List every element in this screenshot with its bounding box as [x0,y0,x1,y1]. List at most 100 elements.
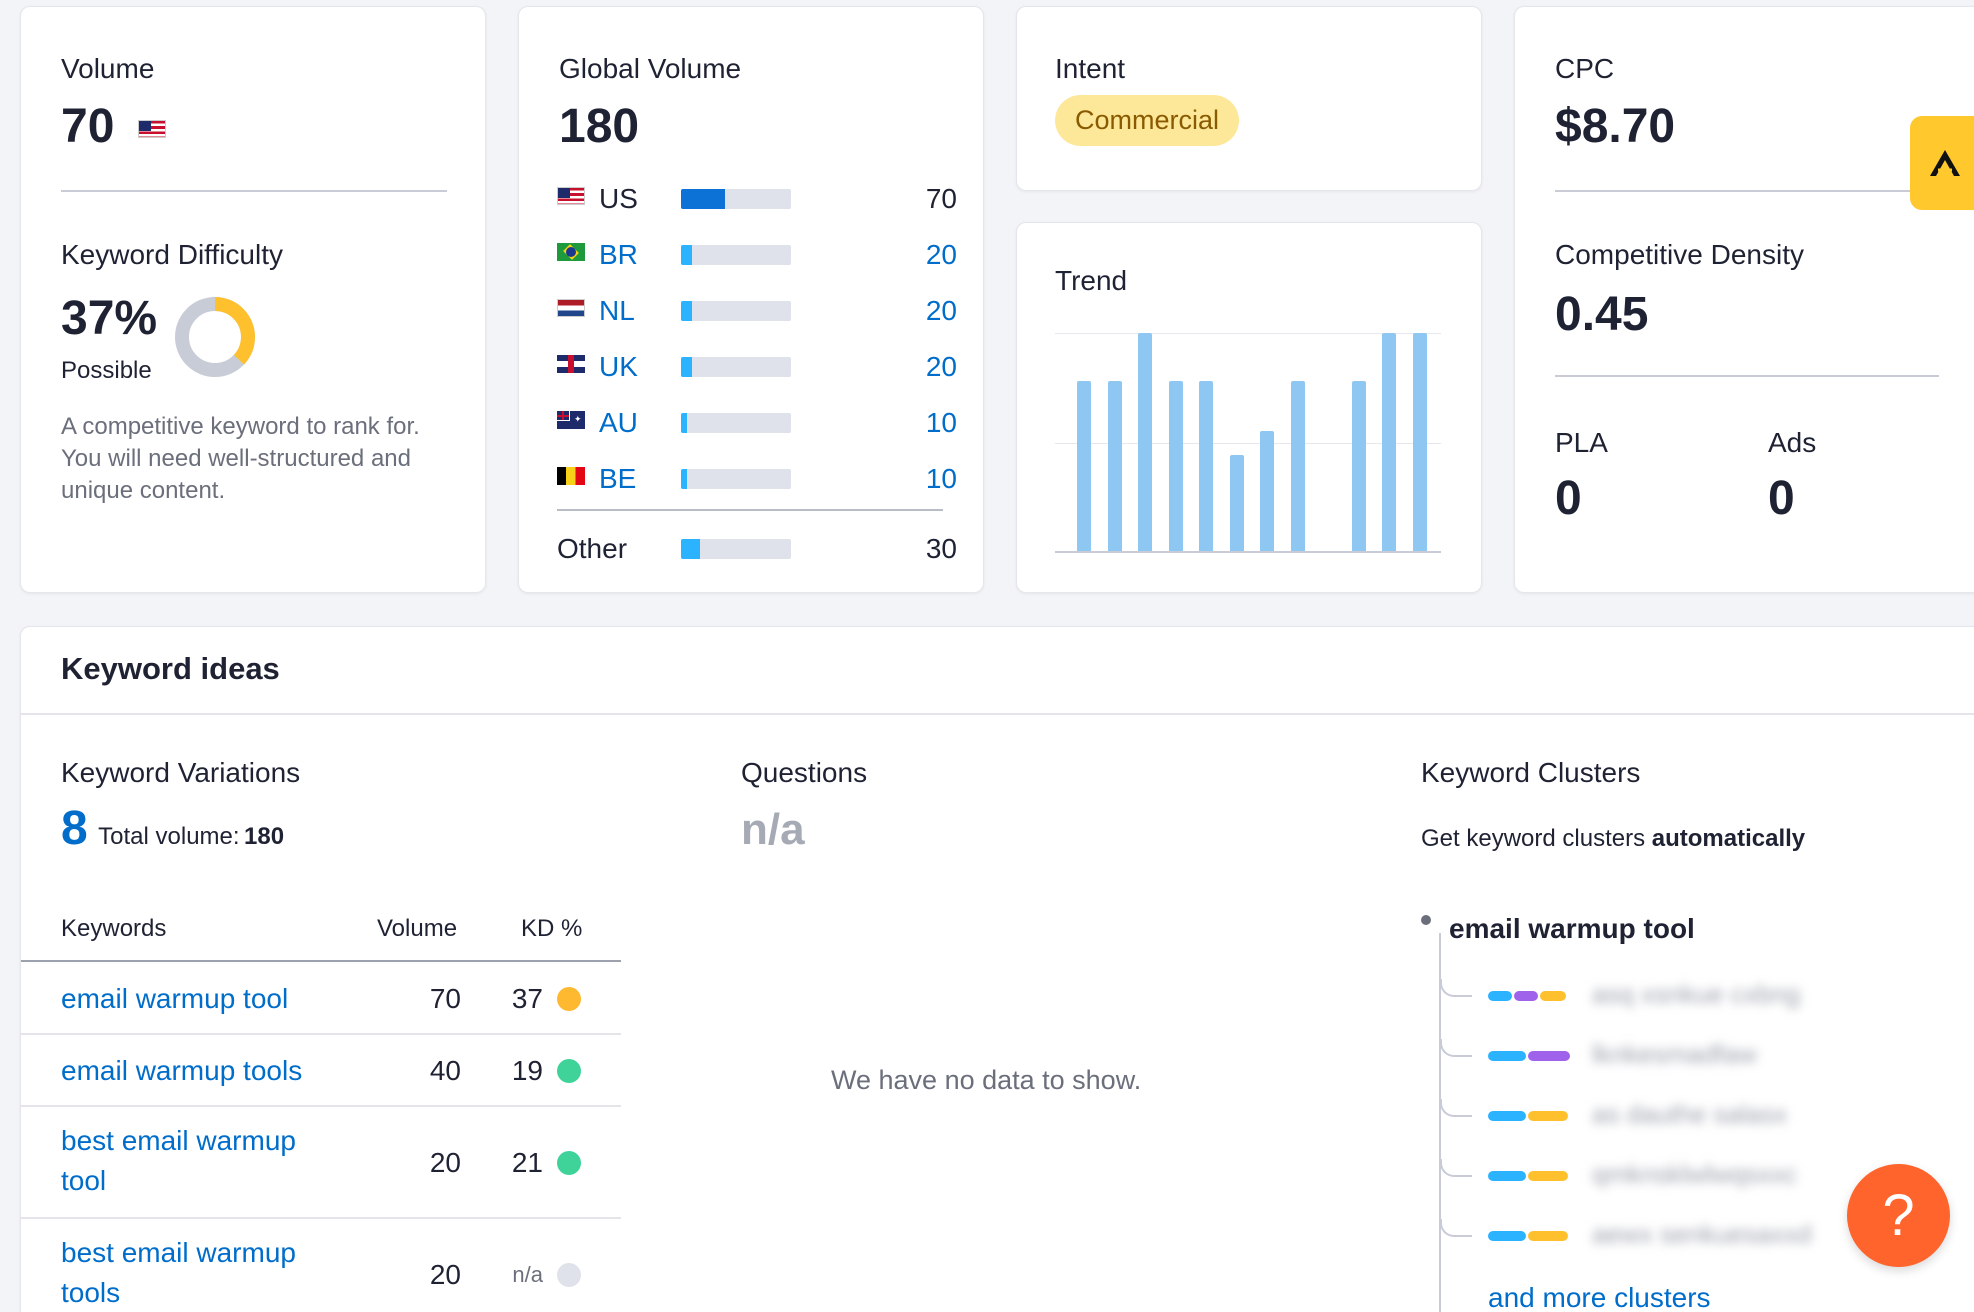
cluster-branch-line [1440,1159,1472,1177]
clusters-subtitle-bold: automatically [1651,825,1806,852]
trend-chart [1055,333,1441,553]
volume-bar [681,189,791,209]
country-volume[interactable]: 10 [925,463,957,494]
country-code[interactable]: BE [599,463,637,494]
cluster-name: aewx senkuesaxxd [1592,1219,1812,1249]
trend-bar[interactable] [1107,380,1122,551]
volume-card: Volume 70 Keyword Difficulty 37% Possibl… [20,6,486,593]
keyword-ideas-card: Keyword ideas Keyword Variations 8 Total… [20,626,1974,1312]
divider [1555,190,1939,192]
divider [21,713,1974,715]
cluster-name: asq xsnkue cxbng [1592,979,1801,1009]
cluster-name: as dauthe salasx [1592,1099,1788,1129]
intent-segment [1488,1171,1526,1181]
global-volume-value: 180 [559,100,640,153]
country-code: Other [557,533,628,564]
question-mark-icon: ? [1882,1183,1915,1248]
clusters-subtitle-text: Get keyword clusters [1421,825,1652,852]
country-row-us: US 70 [557,179,957,219]
total-volume-value: 180 [244,823,285,850]
table-row: email warmup tools 40 19 [21,1035,621,1107]
keyword-link[interactable]: best email warmup tools [61,1237,296,1308]
country-code: US [599,183,638,214]
cluster-root[interactable]: email warmup tool [1449,913,1695,944]
trend-bar[interactable] [1351,380,1366,551]
volume-bar [681,469,791,489]
trend-bar[interactable] [1290,380,1305,551]
country-row-au[interactable]: AU 10 [557,403,957,443]
cluster-item[interactable]: as dauthe salasx [1488,1097,1868,1137]
keyword-link[interactable]: email warmup tool [61,983,289,1014]
intent-segment [1528,1171,1568,1181]
trend-bar[interactable] [1382,333,1396,551]
trend-bar[interactable] [1168,380,1183,551]
cluster-branch-line [1440,1039,1472,1057]
keyword-kd: 37 [511,983,543,1014]
country-volume[interactable]: 10 [925,407,957,438]
more-clusters-link[interactable]: and more clusters [1488,1282,1711,1312]
intent-label: Intent [1055,53,1126,84]
global-volume-card: Global Volume 180 Other 30 US 70 BR 20 NL 20 U… [518,6,984,593]
nl-flag-icon [557,299,585,317]
intent-badge[interactable]: Commercial [1055,95,1240,146]
cluster-name: qmknsklwlwqsxxc [1592,1159,1798,1189]
country-row-uk[interactable]: UK 20 [557,347,957,387]
country-code[interactable]: NL [599,295,635,326]
intent-segment [1488,1231,1526,1241]
us-flag-icon [137,120,166,139]
help-button[interactable]: ? [1847,1164,1950,1267]
country-row-other: Other 30 [557,529,957,569]
trend-bar[interactable] [1077,380,1091,551]
intent-segment [1488,1051,1526,1061]
br-flag-icon [557,243,585,261]
intent-segment [1540,991,1566,1001]
country-volume[interactable]: 20 [925,351,957,382]
kd-dot-icon [557,987,581,1011]
kd-dot-icon [557,1059,581,1083]
trend-bar[interactable] [1229,455,1244,551]
keyword-link[interactable]: email warmup tools [61,1055,303,1086]
keyword-volume: 40 [429,1055,461,1086]
cluster-tree-line [1439,933,1441,1312]
keyword-kd: 19 [511,1055,543,1086]
keyword-volume: 20 [429,1259,461,1290]
semrush-extension-button[interactable] [1910,116,1974,210]
trend-bar[interactable] [1260,431,1274,551]
keyword-link[interactable]: best email warmup tool [61,1125,296,1196]
cluster-branch-line [1440,1219,1472,1237]
gridline [1055,333,1441,334]
cluster-item[interactable]: qmknsklwlwqsxxc [1488,1157,1868,1197]
table-row: best email warmup tool 20 21 [21,1107,621,1219]
questions-empty-state: We have no data to show. [831,1065,1142,1095]
volume-value: 70 [61,99,166,154]
cluster-root-dot-icon [1421,915,1431,925]
country-volume[interactable]: 20 [925,239,957,270]
country-row-nl[interactable]: NL 20 [557,291,957,331]
col-volume[interactable]: Volume [377,915,458,942]
country-code[interactable]: BR [599,239,638,270]
country-volume[interactable]: 20 [925,295,957,326]
keyword-volume: 20 [429,1147,461,1178]
country-code[interactable]: AU [599,407,638,438]
country-code[interactable]: UK [599,351,638,382]
trend-bar[interactable] [1199,380,1213,551]
variations-count[interactable]: 8 [61,802,88,855]
trend-bar[interactable] [1138,333,1152,551]
country-row-be[interactable]: BE 10 [557,459,957,499]
cpc-card: CPC $8.70 Competitive Density 0.45 PLA 0… [1514,6,1974,593]
trend-label: Trend [1055,265,1128,296]
country-row-br[interactable]: BR 20 [557,235,957,275]
clusters-subtitle: Get keyword clusters automatically [1421,825,1805,853]
cluster-item[interactable]: asq xsnkue cxbng [1488,977,1868,1017]
questions-value: n/a [741,805,805,854]
volume-bar [681,245,791,265]
kd-dot-icon [557,1151,581,1175]
col-keywords[interactable]: Keywords [61,915,167,942]
intent-segment [1528,1231,1568,1241]
table-row: email warmup tool 70 37 [21,963,621,1035]
cluster-item[interactable]: lknkesmadfaw [1488,1037,1868,1077]
intent-segment [1488,1111,1526,1121]
trend-bar[interactable] [1412,333,1427,551]
col-kd[interactable]: KD % [521,915,583,942]
cluster-item[interactable]: aewx senkuesaxxd [1488,1217,1868,1257]
